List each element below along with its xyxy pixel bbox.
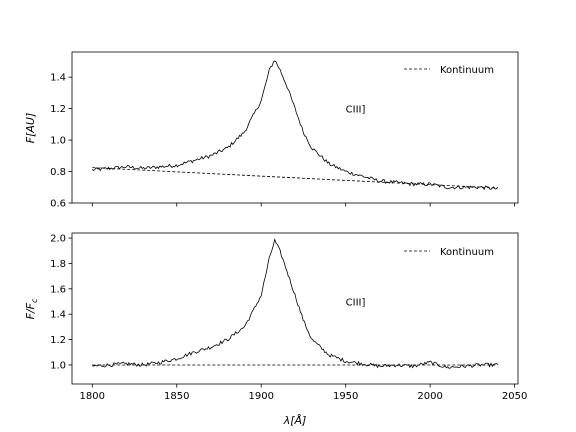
bottom-legend-label: Kontinuum [440, 247, 494, 258]
x-tick-label: 1900 [248, 391, 273, 402]
bottom-xlabel: λ[Å] [283, 414, 307, 427]
y-tick-label: 0.8 [50, 167, 66, 178]
axes-frame [71, 232, 519, 385]
bottom-ylabel: F/Fc [24, 298, 39, 319]
y-tick-label: 0.6 [50, 199, 66, 210]
y-tick-label: 1.2 [50, 104, 66, 115]
y-tick-label: 1.4 [50, 310, 66, 321]
y-tick-label: 2.0 [50, 234, 66, 245]
top-legend: Kontinuum [404, 65, 494, 76]
continuum-line [92, 167, 498, 189]
y-tick-label: 1.6 [50, 284, 66, 295]
y-tick-label: 1.8 [50, 259, 66, 270]
x-tick-label: 1950 [333, 391, 358, 402]
x-tick-label: 1850 [164, 391, 189, 402]
bottom-annotation: CIII] [346, 298, 366, 309]
x-tick-label: 2000 [417, 391, 442, 402]
bottom-panel: F/Fc λ[Å] CIII] Kontinuum 1.0 1.2 1.4 1.6 1.… [24, 232, 527, 427]
x-tick-label: 2050 [502, 391, 527, 402]
bottom-legend: Kontinuum [404, 247, 494, 258]
y-tick-label: 1.0 [50, 360, 66, 371]
y-tick-label: 1.0 [50, 136, 66, 147]
top-legend-label: Kontinuum [440, 65, 494, 76]
spectrum-line [92, 60, 499, 190]
x-tick-label: 1800 [80, 391, 105, 402]
axes-frame [71, 51, 519, 204]
top-ylabel: F[AU] [24, 113, 37, 144]
y-tick-label: 1.2 [50, 335, 66, 346]
spectrum-line [92, 238, 498, 369]
top-annotation: CIII] [346, 105, 366, 116]
top-panel: F[AU] CIII] Kontinuum 0.6 0.8 1.0 1.2 1.4 [24, 51, 519, 210]
y-tick-label: 1.4 [50, 73, 66, 84]
